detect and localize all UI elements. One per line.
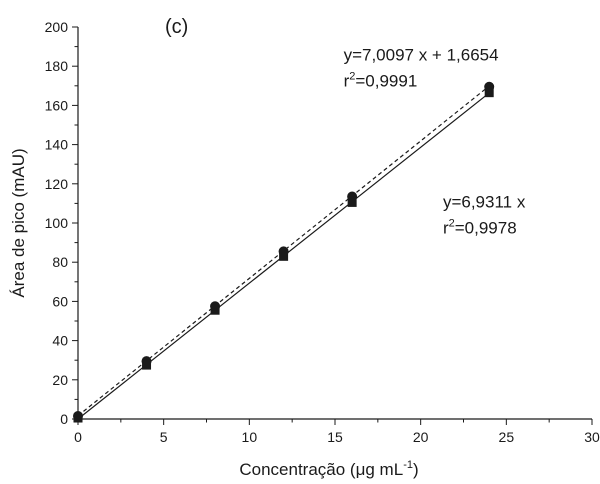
x-tick-label: 25 [499, 429, 515, 445]
square-point [279, 251, 289, 261]
x-tick-label: 5 [160, 429, 168, 445]
y-tick-label: 160 [45, 97, 69, 113]
y-tick-label: 80 [52, 254, 68, 270]
y-axis-title: Área de pico (mAU) [9, 148, 28, 297]
annotations: y=7,0097 x + 1,6654 r2=0,9991 y=6,9311 x r2… [344, 45, 526, 237]
axes: 0 5 10 15 20 25 30 0 20 40 60 80 100 120 140 160 180 200 [45, 19, 600, 445]
y-tick-label: 100 [45, 215, 69, 231]
y-tick-label: 200 [45, 19, 69, 35]
y-tick-label: 60 [52, 293, 68, 309]
y-tick-label: 120 [45, 176, 69, 192]
fit-equation-1: y=7,0097 x + 1,6654 [344, 45, 499, 64]
y-tick-label: 40 [52, 333, 68, 349]
r-squared-1: r2=0,9991 [344, 70, 418, 90]
x-tick-label: 20 [413, 429, 429, 445]
fit-equation-2: y=6,9311 x [443, 192, 526, 211]
x-axis-title: Concentração (μg mL-1) [239, 459, 418, 479]
data-points [73, 81, 495, 423]
square-point [210, 305, 220, 315]
y-tick-label: 20 [52, 372, 68, 388]
y-tick-label: 0 [60, 411, 68, 427]
x-tick-label: 0 [74, 429, 82, 445]
square-point [347, 197, 357, 207]
square-point [142, 360, 152, 370]
square-point [73, 413, 83, 423]
x-tick-label: 15 [327, 429, 343, 445]
y-tick-label: 140 [45, 137, 69, 153]
square-point [484, 88, 494, 98]
r-squared-2: r2=0,9978 [443, 217, 517, 237]
panel-label: (c) [165, 16, 188, 38]
x-tick-label: 10 [242, 429, 258, 445]
x-tick-label: 30 [584, 429, 600, 445]
y-tick-label: 180 [45, 58, 69, 74]
